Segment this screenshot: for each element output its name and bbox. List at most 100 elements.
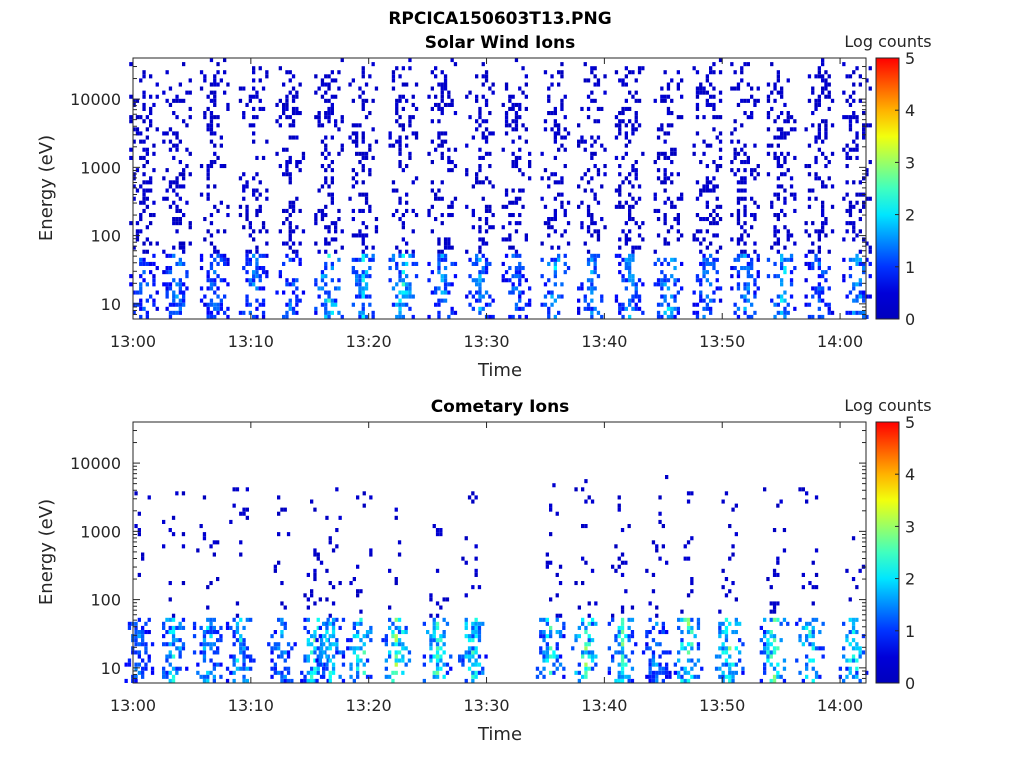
heatmap-cell	[562, 666, 566, 671]
heatmap-cell	[458, 654, 462, 659]
heatmap-cell	[724, 577, 729, 582]
heatmap-cell	[736, 274, 741, 279]
heatmap-cell	[504, 188, 509, 193]
heatmap-cell	[772, 609, 777, 614]
heatmap-cell	[618, 111, 622, 116]
heatmap-cell	[577, 310, 581, 315]
heatmap-cell	[736, 282, 741, 287]
heatmap-cell	[395, 266, 399, 271]
heatmap-cell	[763, 487, 767, 492]
heatmap-cell	[753, 102, 757, 107]
heatmap-cell	[443, 282, 448, 287]
heatmap-cell	[680, 192, 684, 197]
heatmap-cell	[614, 155, 619, 160]
heatmap-cell	[848, 74, 853, 79]
heatmap-cell	[547, 94, 551, 99]
heatmap-cell	[265, 196, 269, 201]
heatmap-cell	[680, 630, 684, 635]
heatmap-cell	[149, 94, 153, 99]
heatmap-cell	[712, 70, 716, 75]
heatmap-cell	[772, 666, 777, 671]
heatmap-cell	[411, 253, 415, 258]
heatmap-cell	[518, 196, 522, 201]
heatmap-cell	[709, 188, 713, 193]
heatmap-cell	[142, 241, 146, 246]
heatmap-cell	[715, 196, 719, 201]
heatmap-cell	[314, 282, 318, 287]
heatmap-cell	[468, 302, 472, 307]
heatmap-cell	[368, 168, 372, 173]
heatmap-cell	[395, 282, 399, 287]
heatmap-cell	[212, 540, 216, 545]
heatmap-cell	[252, 274, 256, 279]
heatmap-cell	[663, 131, 667, 136]
heatmap-cell	[478, 294, 482, 299]
heatmap-cell	[411, 115, 415, 120]
heatmap-cell	[712, 160, 716, 165]
heatmap-cell	[693, 674, 697, 679]
heatmap-cell	[255, 274, 259, 279]
heatmap-cell	[335, 617, 339, 622]
heatmap-cell	[521, 266, 525, 271]
heatmap-cell	[278, 115, 282, 120]
heatmap-cell	[324, 204, 328, 209]
heatmap-cell	[540, 176, 544, 181]
heatmap-cell	[776, 662, 780, 667]
heatmap-cell	[280, 581, 284, 586]
heatmap-cell	[283, 658, 287, 663]
colorbar-tick-label: 4	[905, 465, 915, 484]
heatmap-cell	[590, 638, 595, 643]
heatmap-cell	[783, 290, 787, 295]
heatmap-cell	[361, 314, 365, 319]
heatmap-cell	[139, 290, 143, 295]
heatmap-cell	[325, 568, 329, 573]
heatmap-cell	[313, 666, 317, 671]
heatmap-cell	[398, 290, 402, 295]
heatmap-cell	[313, 548, 317, 553]
heatmap-cell	[474, 630, 478, 635]
heatmap-cell	[699, 82, 703, 87]
heatmap-cell	[430, 70, 434, 75]
heatmap-cell	[142, 70, 146, 75]
heatmap-cell	[447, 241, 451, 246]
heatmap-cell	[395, 208, 399, 213]
heatmap-cell	[213, 94, 217, 99]
heatmap-cell	[776, 237, 780, 242]
heatmap-cell	[690, 630, 694, 635]
heatmap-cell	[306, 617, 310, 622]
heatmap-cell	[620, 642, 625, 647]
heatmap-cell	[563, 147, 567, 152]
heatmap-cell	[232, 658, 236, 663]
heatmap-cell	[280, 507, 284, 512]
heatmap-cell	[555, 654, 559, 659]
heatmap-cell	[663, 200, 667, 205]
heatmap-cell	[600, 143, 604, 148]
heatmap-cell	[152, 261, 156, 266]
heatmap-cell	[614, 634, 618, 639]
heatmap-cell	[821, 151, 825, 156]
heatmap-cell	[168, 253, 173, 258]
heatmap-cell	[165, 70, 169, 75]
heatmap-cell	[769, 617, 773, 622]
heatmap-cell	[673, 266, 677, 271]
heatmap-cell	[620, 662, 625, 667]
heatmap-cell	[434, 94, 438, 99]
heatmap-cell	[736, 102, 741, 107]
heatmap-cell	[291, 135, 296, 140]
heatmap-cell	[730, 168, 734, 173]
heatmap-cell	[178, 282, 182, 287]
heatmap-cell	[814, 74, 818, 79]
heatmap-cell	[549, 507, 553, 512]
heatmap-cell	[666, 106, 671, 111]
heatmap-cell	[351, 217, 355, 222]
heatmap-cell	[753, 249, 757, 254]
heatmap-cell	[753, 217, 757, 222]
heatmap-cell	[149, 123, 153, 128]
heatmap-cell	[547, 278, 551, 283]
heatmap-cell	[699, 188, 703, 193]
heatmap-cell	[298, 160, 302, 165]
heatmap-cell	[139, 261, 143, 266]
heatmap-cell	[702, 314, 706, 319]
heatmap-cell	[593, 306, 597, 311]
heatmap-cell	[219, 135, 223, 140]
